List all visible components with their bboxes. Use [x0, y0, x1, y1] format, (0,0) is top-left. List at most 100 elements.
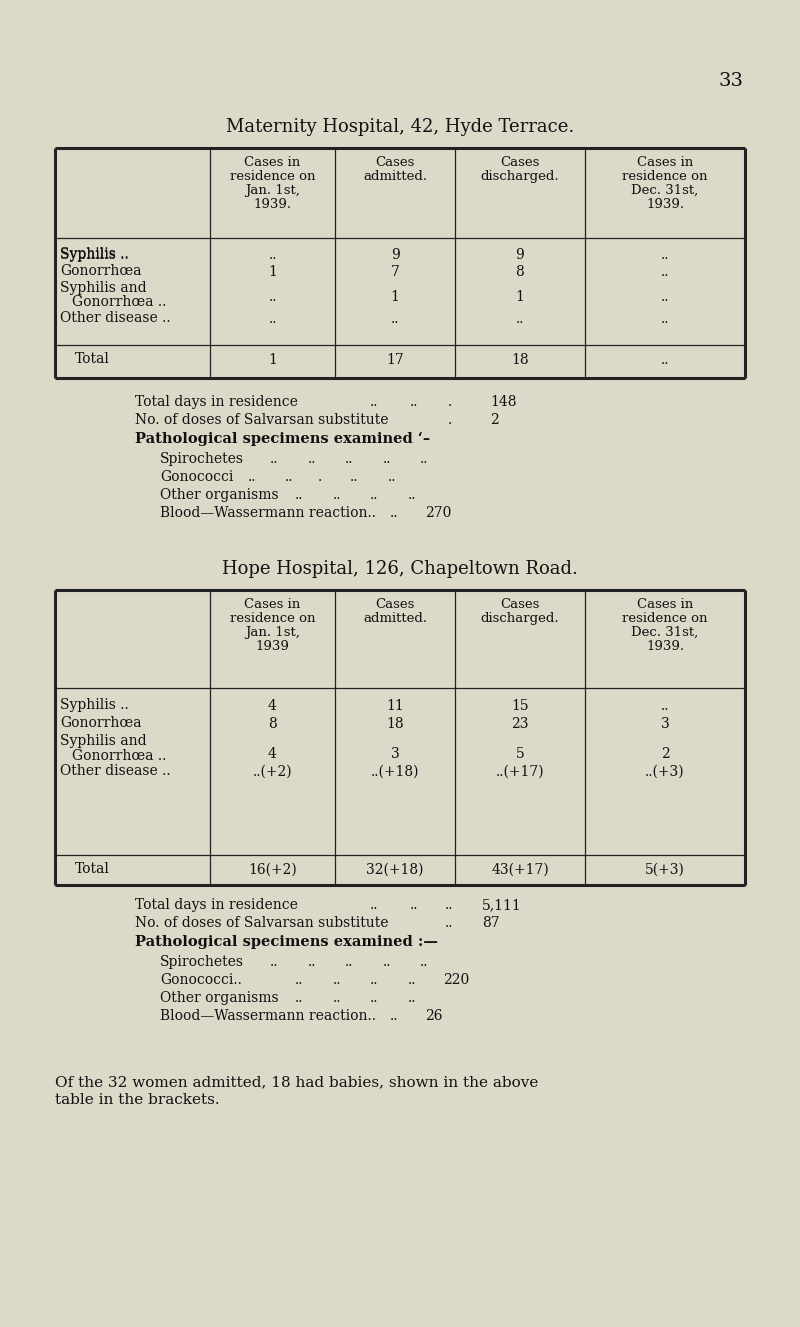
Text: Total: Total [75, 863, 110, 876]
Text: discharged.: discharged. [481, 612, 559, 625]
Text: ..: .. [248, 470, 257, 484]
Text: admitted.: admitted. [363, 612, 427, 625]
Text: Cases: Cases [375, 598, 414, 610]
Text: ..: .. [78, 248, 86, 261]
Text: ..: .. [308, 453, 317, 466]
Text: ..: .. [370, 973, 378, 987]
Text: Hope Hospital, 126, Chapeltown Road.: Hope Hospital, 126, Chapeltown Road. [222, 560, 578, 579]
Text: Cases: Cases [375, 157, 414, 169]
Text: 15: 15 [511, 699, 529, 713]
Text: No. of doses of Salvarsan substitute: No. of doses of Salvarsan substitute [135, 916, 389, 930]
Text: ..: .. [268, 291, 277, 304]
Text: ..: .. [390, 1009, 398, 1023]
Text: 11: 11 [386, 699, 404, 713]
Text: ..: .. [388, 470, 397, 484]
Text: Blood—Wassermann reaction..: Blood—Wassermann reaction.. [160, 1009, 376, 1023]
Text: 33: 33 [718, 72, 743, 90]
Text: Cases in: Cases in [637, 157, 693, 169]
Text: Cases: Cases [500, 157, 540, 169]
Text: ..: .. [410, 898, 418, 912]
Text: ..: .. [410, 395, 418, 409]
Text: 5,111: 5,111 [482, 898, 522, 912]
Text: 9: 9 [390, 248, 399, 261]
Text: ..: .. [445, 898, 454, 912]
Text: ..: .. [661, 353, 670, 368]
Text: Cases in: Cases in [637, 598, 693, 610]
Text: residence on: residence on [622, 612, 708, 625]
Text: 5(+3): 5(+3) [645, 863, 685, 877]
Text: Spirochetes: Spirochetes [160, 955, 244, 969]
Text: ..: .. [661, 312, 670, 326]
Text: ..: .. [390, 506, 398, 520]
Text: ..: .. [661, 265, 670, 279]
Text: Other organisms: Other organisms [160, 488, 278, 502]
Text: 1939.: 1939. [646, 640, 684, 653]
Text: Blood—Wassermann reaction..: Blood—Wassermann reaction.. [160, 506, 376, 520]
Text: Gonococci: Gonococci [160, 470, 234, 484]
Text: 2: 2 [661, 747, 670, 760]
Text: .: . [448, 413, 452, 427]
Text: ..: .. [345, 453, 354, 466]
Text: ..: .. [268, 312, 277, 326]
Text: admitted.: admitted. [363, 170, 427, 183]
Text: residence on: residence on [230, 170, 315, 183]
Text: ..: .. [420, 955, 429, 969]
Text: 9: 9 [516, 248, 524, 261]
Text: Total days in residence: Total days in residence [135, 395, 298, 409]
Text: 1939.: 1939. [646, 198, 684, 211]
Text: Spirochetes: Spirochetes [160, 453, 244, 466]
Text: ..: .. [350, 470, 358, 484]
Text: ..: .. [295, 973, 303, 987]
Text: table in the brackets.: table in the brackets. [55, 1093, 220, 1107]
Text: ..: .. [270, 453, 278, 466]
Text: ..(+18): ..(+18) [370, 764, 419, 779]
Text: Syphilis and: Syphilis and [60, 281, 146, 295]
Text: ..: .. [285, 470, 294, 484]
Text: ..: .. [408, 488, 417, 502]
Text: ..: .. [333, 991, 342, 1005]
Text: 1: 1 [515, 291, 525, 304]
Text: ..: .. [383, 453, 391, 466]
Text: Syphilis ..: Syphilis .. [60, 247, 129, 261]
Text: ..: .. [370, 395, 378, 409]
Text: Gonorrhœa ..: Gonorrhœa .. [72, 295, 166, 309]
Text: ..: .. [445, 916, 454, 930]
Text: Jan. 1st,: Jan. 1st, [245, 184, 300, 196]
Text: ..: .. [390, 312, 399, 326]
Text: Jan. 1st,: Jan. 1st, [245, 626, 300, 640]
Text: ..: .. [295, 991, 303, 1005]
Text: ..(+17): ..(+17) [496, 764, 544, 779]
Text: ..: .. [370, 898, 378, 912]
Text: 270: 270 [425, 506, 451, 520]
Text: 8: 8 [516, 265, 524, 279]
Text: 1939.: 1939. [254, 198, 291, 211]
Text: 43(+17): 43(+17) [491, 863, 549, 877]
Text: 16(+2): 16(+2) [248, 863, 297, 877]
Text: Gonorrhœa: Gonorrhœa [60, 717, 142, 730]
Text: 5: 5 [516, 747, 524, 760]
Text: ..: .. [370, 488, 378, 502]
Text: 8: 8 [268, 717, 277, 731]
Text: 1939: 1939 [255, 640, 290, 653]
Text: 3: 3 [390, 747, 399, 760]
Text: 26: 26 [425, 1009, 442, 1023]
Text: 17: 17 [386, 353, 404, 368]
Text: ..: .. [661, 248, 670, 261]
Text: 1: 1 [390, 291, 399, 304]
Text: 2: 2 [490, 413, 498, 427]
Text: ..: .. [516, 312, 524, 326]
Text: Gonococci..: Gonococci.. [160, 973, 242, 987]
Text: Total: Total [75, 352, 110, 366]
Text: Syphilis ..: Syphilis .. [60, 248, 129, 261]
Text: Of the 32 women admitted, 18 had babies, shown in the above: Of the 32 women admitted, 18 had babies,… [55, 1075, 538, 1089]
Text: ..: .. [333, 973, 342, 987]
Text: 18: 18 [511, 353, 529, 368]
Text: .: . [448, 395, 452, 409]
Text: 220: 220 [443, 973, 470, 987]
Text: .: . [318, 470, 322, 484]
Text: Total days in residence: Total days in residence [135, 898, 298, 912]
Text: ..: .. [420, 453, 429, 466]
Text: Syphilis ..: Syphilis .. [60, 698, 129, 713]
Text: 4: 4 [268, 699, 277, 713]
Text: ..: .. [661, 699, 670, 713]
